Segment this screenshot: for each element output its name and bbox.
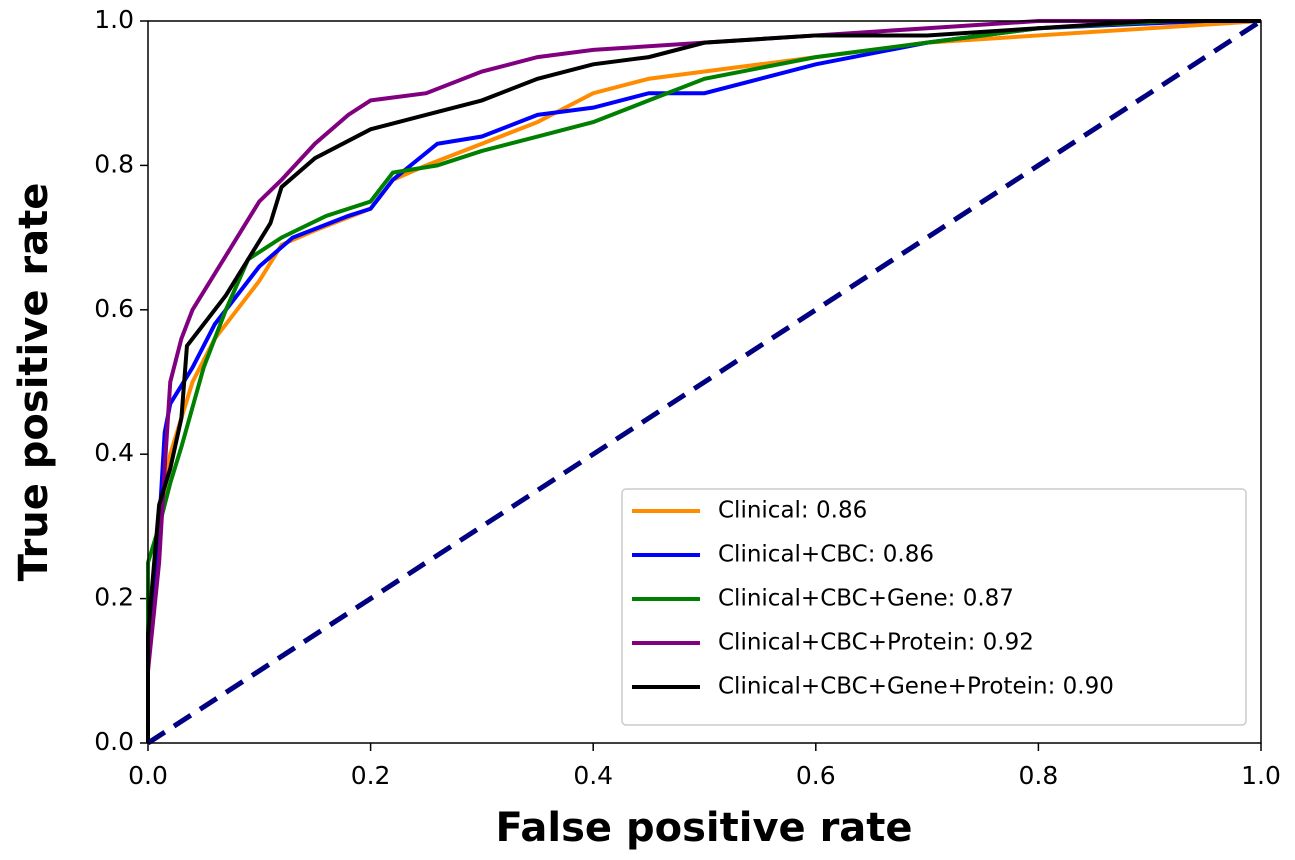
legend: Clinical: 0.86 Clinical+CBC: 0.86 Clinical… [621, 488, 1247, 726]
x-tick-label: 0.4 [573, 761, 613, 790]
legend-label: Clinical: 0.86 [718, 498, 867, 524]
y-tick-label: 0.6 [94, 294, 134, 323]
x-tick-label: 0.0 [128, 761, 168, 790]
x-tick-label: 1.0 [1241, 761, 1281, 790]
legend-box [621, 488, 1247, 726]
y-tick-label: 0.2 [94, 583, 134, 612]
plot-frame [147, 20, 1262, 744]
x-tick-label: 0.6 [796, 761, 836, 790]
y-tick-label: 0.0 [94, 727, 134, 756]
y-tick-label: 1.0 [94, 5, 134, 34]
y-tick-label: 0.4 [94, 438, 134, 467]
y-tick-label: 0.8 [94, 149, 134, 178]
y-axis-label: True positive rate [11, 183, 57, 582]
legend-label: Clinical+CBC+Protein: 0.92 [718, 630, 1034, 656]
roc-curve [146, 19, 1261, 743]
legend-label: Clinical+CBC+Gene+Protein: 0.90 [718, 674, 1114, 700]
x-axis-label: False positive rate [495, 805, 912, 851]
legend-label: Clinical+CBC+Gene: 0.87 [718, 586, 1014, 612]
roc-curve [146, 19, 1261, 743]
x-tick-label: 0.8 [1019, 761, 1059, 790]
reference-line [146, 18, 1263, 746]
x-tick-label: 0.2 [351, 761, 391, 790]
legend-label: Clinical+CBC: 0.86 [718, 542, 934, 568]
